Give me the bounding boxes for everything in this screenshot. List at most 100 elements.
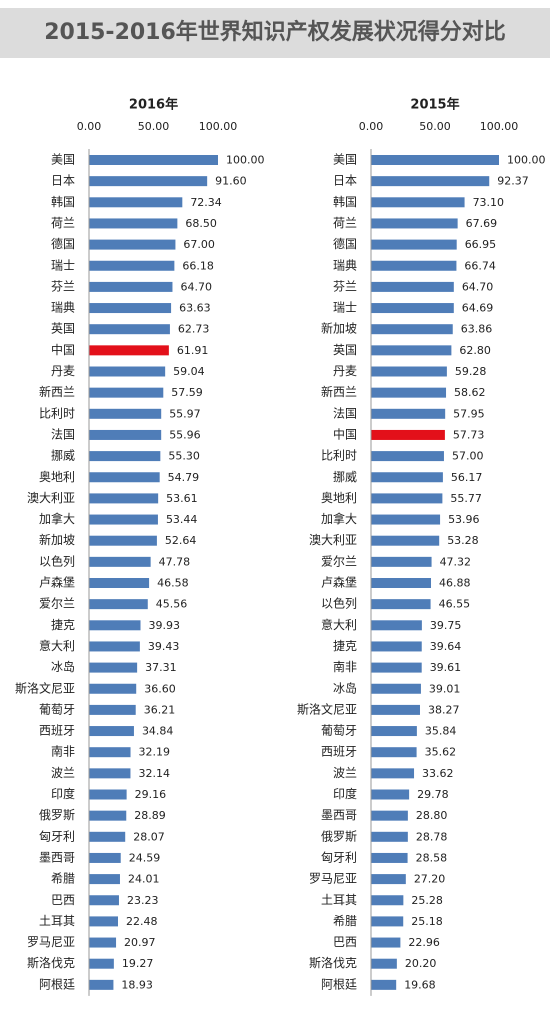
- value-label: 73.10: [473, 196, 505, 209]
- bar: [371, 408, 446, 419]
- value-label: 35.62: [425, 746, 457, 759]
- bar: [89, 810, 127, 821]
- bar: [89, 620, 141, 631]
- bar: [89, 768, 131, 779]
- bar: [89, 662, 138, 673]
- bar: [89, 197, 183, 208]
- bar: [89, 451, 161, 462]
- category-label: 法国: [333, 406, 357, 420]
- bar: [371, 324, 453, 335]
- category-label: 西班牙: [39, 724, 75, 738]
- value-label: 36.21: [144, 703, 176, 716]
- bar: [89, 831, 126, 842]
- bar: [89, 493, 159, 504]
- category-label: 意大利: [39, 638, 75, 653]
- category-label: 瑞士: [333, 301, 357, 315]
- bar: [89, 176, 208, 187]
- value-label: 37.31: [145, 661, 177, 674]
- bar: [371, 578, 432, 588]
- value-label: 39.01: [429, 682, 461, 695]
- bar: [371, 366, 447, 377]
- value-label: 100.00: [226, 154, 265, 167]
- category-label: 美国: [51, 153, 75, 167]
- bar: [89, 324, 170, 335]
- bar: [89, 979, 114, 990]
- category-label: 波兰: [51, 766, 75, 780]
- value-label: 57.73: [453, 428, 485, 441]
- bar: [371, 472, 443, 483]
- bar: [89, 874, 120, 885]
- category-label: 阿根廷: [321, 977, 357, 991]
- category-label: 加拿大: [39, 511, 75, 526]
- value-label: 53.28: [447, 534, 479, 547]
- category-label: 美国: [333, 153, 357, 167]
- x-tick-label: 100.00: [199, 120, 238, 133]
- value-label: 29.16: [135, 788, 167, 801]
- bar: [371, 239, 457, 250]
- value-label: 28.58: [416, 851, 448, 864]
- bar: [89, 683, 137, 694]
- value-label: 58.62: [454, 386, 486, 399]
- bar: [89, 958, 114, 969]
- bar: [89, 578, 150, 588]
- bar: [371, 831, 408, 842]
- category-label: 阿根廷: [39, 977, 75, 991]
- bar: [371, 726, 417, 737]
- bar: [371, 556, 432, 567]
- category-label: 瑞士: [51, 258, 75, 272]
- category-label: 葡萄牙: [39, 702, 75, 716]
- category-label: 比利时: [321, 449, 357, 463]
- value-label: 39.61: [430, 661, 462, 674]
- value-label: 55.77: [450, 492, 482, 505]
- category-label: 希腊: [51, 871, 75, 886]
- category-label: 韩国: [51, 194, 75, 209]
- value-label: 57.00: [452, 450, 484, 463]
- x-tick-label: 0.00: [359, 120, 384, 133]
- value-label: 64.70: [462, 280, 494, 293]
- chart-title: 2015年: [410, 97, 459, 113]
- category-label: 中国: [333, 426, 357, 441]
- value-label: 62.73: [178, 323, 210, 336]
- value-label: 55.96: [169, 428, 201, 441]
- value-label: 28.78: [416, 830, 448, 843]
- bar: [89, 641, 140, 652]
- category-label: 土耳其: [321, 893, 357, 907]
- bar: [371, 662, 422, 673]
- category-label: 比利时: [39, 406, 75, 420]
- value-label: 23.23: [127, 894, 159, 907]
- category-label: 德国: [333, 236, 357, 251]
- bar: [371, 535, 440, 546]
- value-label: 35.84: [425, 725, 457, 738]
- value-label: 39.43: [148, 640, 180, 653]
- value-label: 46.55: [439, 598, 471, 611]
- value-label: 18.93: [121, 978, 153, 991]
- value-label: 36.60: [144, 682, 176, 695]
- value-label: 33.62: [422, 767, 454, 780]
- bar: [371, 281, 454, 292]
- value-label: 53.44: [166, 513, 198, 526]
- category-label: 挪威: [333, 470, 357, 484]
- bar: [371, 345, 452, 356]
- bar: [89, 789, 127, 800]
- value-label: 54.79: [168, 471, 200, 484]
- value-label: 72.34: [190, 196, 222, 209]
- value-label: 56.17: [451, 471, 483, 484]
- bar: [371, 874, 406, 885]
- category-label: 希腊: [333, 913, 357, 928]
- bar: [89, 260, 175, 271]
- value-label: 47.78: [159, 555, 191, 568]
- category-label: 匈牙利: [321, 850, 357, 864]
- category-label: 斯洛伐克: [27, 955, 75, 970]
- bar: [89, 239, 176, 250]
- value-label: 66.74: [464, 259, 496, 272]
- value-label: 20.97: [124, 936, 156, 949]
- value-label: 38.27: [428, 703, 460, 716]
- value-label: 27.20: [414, 873, 446, 886]
- bar: [89, 895, 119, 906]
- bar: [371, 155, 499, 165]
- category-label: 捷克: [51, 618, 75, 632]
- category-label: 英国: [51, 322, 75, 336]
- bar: [371, 683, 421, 694]
- value-label: 28.07: [133, 830, 165, 843]
- category-label: 日本: [333, 174, 357, 188]
